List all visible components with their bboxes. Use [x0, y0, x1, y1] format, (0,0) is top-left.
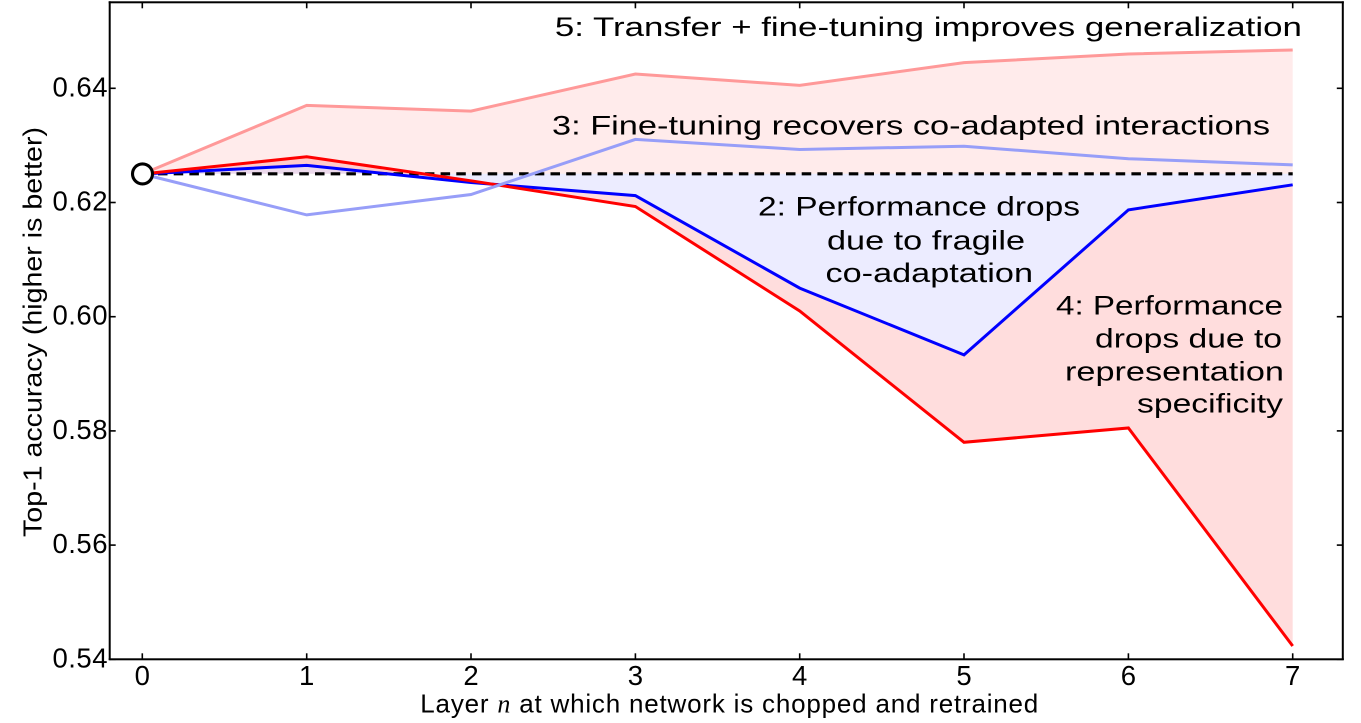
- svg-text:0.62: 0.62: [52, 186, 108, 217]
- svg-text:0.64: 0.64: [52, 71, 108, 102]
- svg-text:0.56: 0.56: [52, 528, 108, 559]
- svg-text:Top-1 accuracy (higher is bett: Top-1 accuracy (higher is better): [18, 127, 48, 537]
- svg-text:2: Performance drops: 2: Performance drops: [758, 191, 1080, 221]
- svg-text:0.54: 0.54: [52, 642, 108, 673]
- svg-text:7: 7: [1285, 660, 1300, 691]
- svg-text:2: 2: [463, 660, 478, 691]
- svg-text:3: Fine-tuning recovers co-ada: 3: Fine-tuning recovers co-adapted inter…: [552, 111, 1270, 141]
- svg-text:due to fragile: due to fragile: [827, 226, 1025, 256]
- svg-text:5: Transfer + fine-tuning impr: 5: Transfer + fine-tuning improves gener…: [555, 12, 1302, 42]
- svg-text:co-adaptation: co-adaptation: [826, 258, 1034, 288]
- svg-text:representation: representation: [1065, 357, 1284, 387]
- svg-text:4: Performance: 4: Performance: [1056, 290, 1283, 320]
- svg-text:0.58: 0.58: [52, 414, 108, 445]
- svg-text:4: 4: [792, 660, 807, 691]
- svg-text:0.60: 0.60: [52, 300, 108, 331]
- svg-text:3: 3: [628, 660, 643, 691]
- svg-text:drops due to: drops due to: [1095, 324, 1282, 354]
- svg-text:Layer n at which network is ch: Layer n at which network is chopped and …: [420, 689, 1039, 719]
- svg-text:5: 5: [956, 660, 971, 691]
- svg-text:0: 0: [135, 660, 150, 691]
- svg-text:6: 6: [1121, 660, 1136, 691]
- svg-text:1: 1: [299, 660, 314, 691]
- svg-text:specificity: specificity: [1137, 389, 1284, 419]
